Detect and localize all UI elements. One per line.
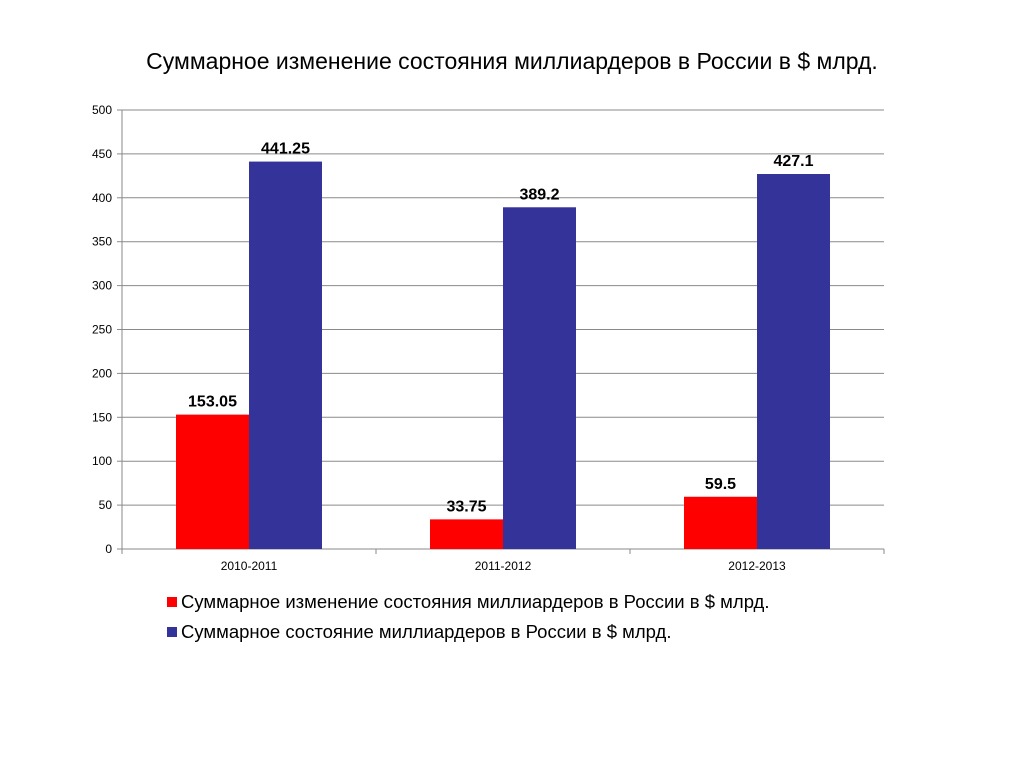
y-tick-label: 500 <box>92 103 112 117</box>
chart-title: Суммарное изменение состояния миллиардер… <box>146 48 878 74</box>
data-label: 441.25 <box>261 141 310 158</box>
x-tick-label: 2012-2013 <box>728 559 786 573</box>
bar <box>757 174 830 549</box>
bar <box>503 207 576 549</box>
legend-label-total: Суммарное состояние миллиардеров в Росси… <box>181 621 672 642</box>
legend-item-change: Суммарное изменение состояния миллиардер… <box>167 587 770 617</box>
y-tick-label: 300 <box>92 279 112 293</box>
legend-swatch-total <box>167 627 177 637</box>
y-tick-label: 250 <box>92 323 112 337</box>
data-label: 427.1 <box>773 153 813 170</box>
y-tick-label: 50 <box>99 498 113 512</box>
y-tick-label: 150 <box>92 410 112 424</box>
bar <box>430 519 503 549</box>
x-tick-label: 2010-2011 <box>221 559 278 573</box>
y-tick-label: 400 <box>92 191 112 205</box>
data-label: 153.05 <box>188 394 237 411</box>
legend-item-total: Суммарное состояние миллиардеров в Росси… <box>167 617 770 647</box>
bar <box>176 414 249 549</box>
data-label: 59.5 <box>705 476 736 493</box>
x-tick-label: 2011-2012 <box>475 559 532 573</box>
bar <box>249 161 322 549</box>
y-tick-label: 100 <box>92 454 112 468</box>
legend-label-change: Суммарное изменение состояния миллиардер… <box>181 591 770 612</box>
bar <box>684 496 757 549</box>
y-tick-label: 200 <box>92 366 112 380</box>
y-tick-label: 350 <box>92 235 112 249</box>
data-label: 33.75 <box>446 498 486 515</box>
y-tick-label: 450 <box>92 147 112 161</box>
legend: Суммарное изменение состояния миллиардер… <box>167 587 770 647</box>
legend-swatch-change <box>167 597 177 607</box>
y-tick-label: 0 <box>105 542 112 556</box>
data-label: 389.2 <box>519 186 559 203</box>
